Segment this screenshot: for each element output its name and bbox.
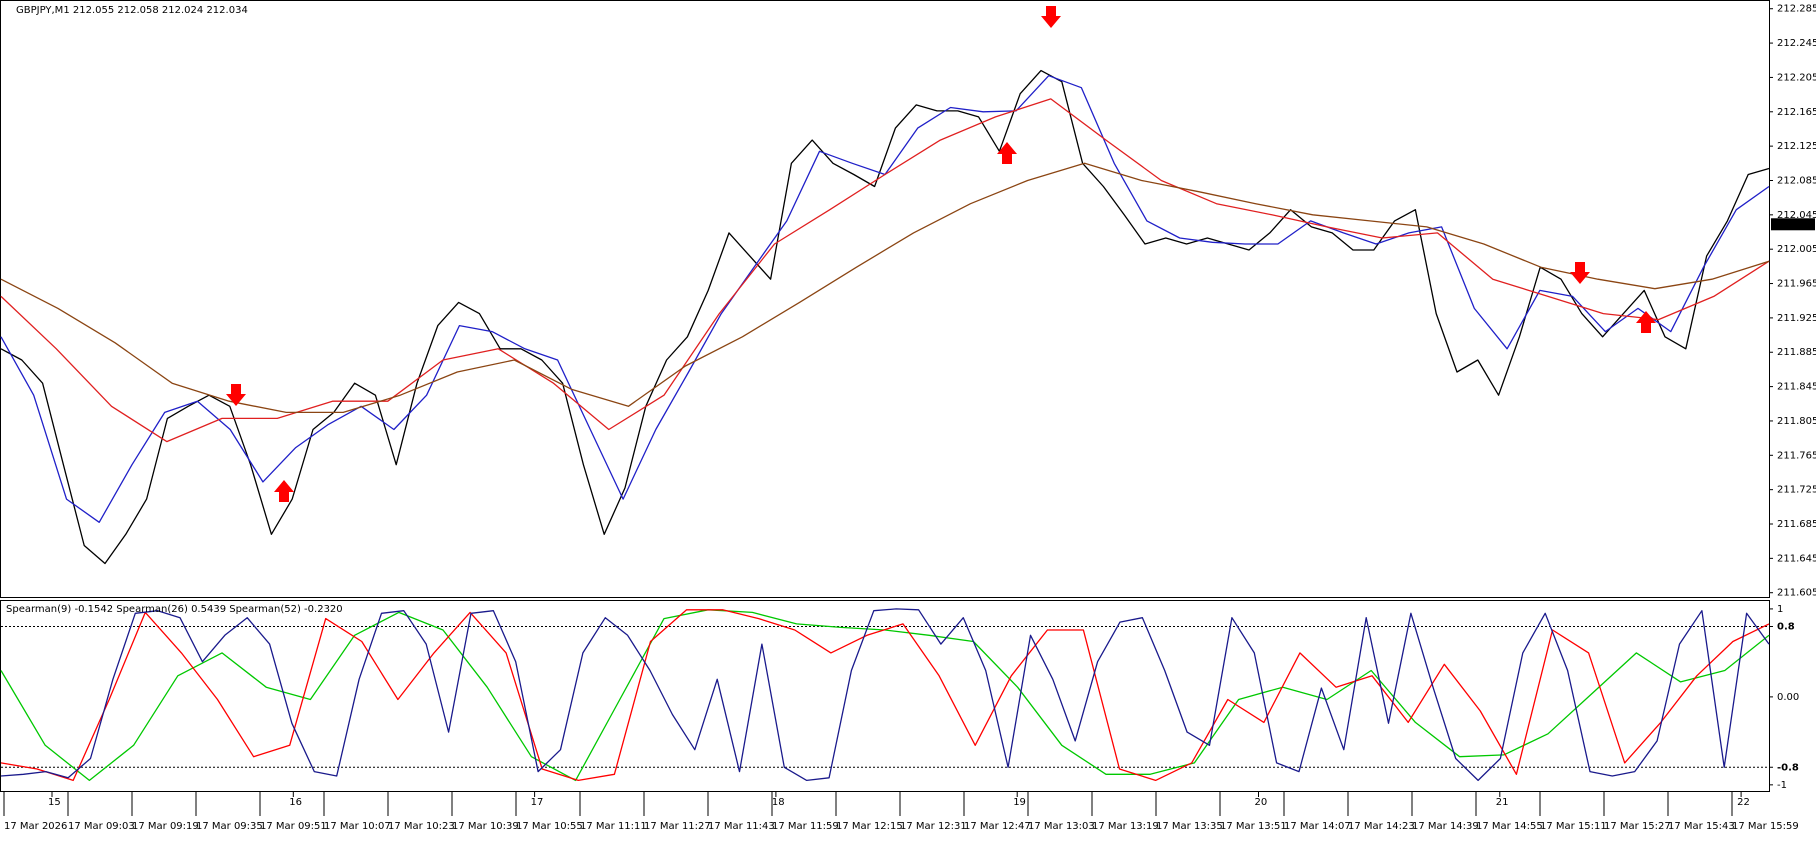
- time-label: 17 Mar 13:19: [1092, 821, 1159, 832]
- time-label: 17 Mar 10:23: [388, 821, 455, 832]
- time-label: 17 Mar 12:31: [900, 821, 967, 832]
- y-tick-label: 0.00: [1777, 692, 1799, 703]
- y-tick-label: -1: [1777, 780, 1787, 791]
- y-tick-label: 211.965: [1777, 279, 1816, 290]
- y-tick-label: 211.765: [1777, 450, 1816, 461]
- last-price-box: [1771, 218, 1815, 231]
- time-label: 17 Mar 15:11: [1540, 821, 1607, 832]
- main-panel-frame: [0, 0, 1770, 598]
- sell-arrow: [1570, 262, 1590, 284]
- y-tick-label: 211.725: [1777, 485, 1816, 496]
- y-tick-label: 211.645: [1777, 553, 1816, 564]
- day-label: 20: [1255, 797, 1268, 808]
- last-price-label: 212.034: [1774, 219, 1815, 230]
- time-label: 17 Mar 10:07: [324, 821, 391, 832]
- y-tick-label: 212.285: [1777, 4, 1816, 15]
- time-label: 17 Mar 14:07: [1284, 821, 1351, 832]
- y-tick-label: 0.8: [1777, 622, 1795, 633]
- y-tick-label: 212.125: [1777, 141, 1816, 152]
- day-label: 19: [1013, 797, 1026, 808]
- time-label: 17 Mar 13:03: [1028, 821, 1095, 832]
- time-label: 17 Mar 09:51: [260, 821, 327, 832]
- time-label: 17 Mar 11:43: [708, 821, 775, 832]
- buy-arrow: [997, 142, 1017, 164]
- time-label: 17 Mar 10:55: [516, 821, 583, 832]
- day-label: 17: [531, 797, 544, 808]
- sell-arrow: [226, 384, 246, 406]
- series-line: [0, 162, 1770, 414]
- time-label: 17 Mar 12:47: [964, 821, 1031, 832]
- time-label: 17 Mar 15:59: [1732, 821, 1799, 832]
- y-tick-label: 211.605: [1777, 588, 1816, 599]
- time-label: 17 Mar 11:11: [580, 821, 647, 832]
- day-label: 16: [289, 797, 302, 808]
- time-label: 17 Mar 11:27: [644, 821, 711, 832]
- time-label: 17 Mar 10:39: [452, 821, 519, 832]
- time-label: 17 Mar 13:35: [1156, 821, 1223, 832]
- y-tick-label: 212.245: [1777, 38, 1816, 49]
- day-label: 18: [772, 797, 785, 808]
- sub-title: Spearman(9) -0.1542 Spearman(26) 0.5439 …: [6, 604, 343, 615]
- y-tick-label: 212.045: [1777, 210, 1816, 221]
- signal-arrows: [226, 6, 1656, 502]
- time-label: 17 Mar 09:19: [132, 821, 199, 832]
- time-label: 17 Mar 12:15: [836, 821, 903, 832]
- time-label: 17 Mar 14:55: [1476, 821, 1543, 832]
- sub-panel-frame: [0, 600, 1770, 792]
- time-label: 17 Mar 2026: [4, 821, 67, 832]
- time-label: 17 Mar 11:59: [772, 821, 839, 832]
- time-label: 17 Mar 09:03: [68, 821, 135, 832]
- y-tick-label: 1: [1777, 604, 1783, 615]
- day-label: 21: [1496, 797, 1509, 808]
- y-tick-label: 211.805: [1777, 416, 1816, 427]
- time-label: 17 Mar 14:23: [1348, 821, 1415, 832]
- buy-arrow: [274, 480, 294, 502]
- day-label: 22: [1737, 797, 1750, 808]
- time-label: 17 Mar 14:39: [1412, 821, 1479, 832]
- y-tick-label: -0.8: [1777, 762, 1799, 773]
- y-tick-label: 212.005: [1777, 244, 1816, 255]
- y-tick-label: 211.845: [1777, 382, 1816, 393]
- day-label: 15: [48, 797, 61, 808]
- y-tick-label: 212.165: [1777, 107, 1816, 118]
- time-label: 17 Mar 15:43: [1668, 821, 1735, 832]
- series-line: [0, 609, 1770, 782]
- sell-arrow: [1041, 6, 1061, 28]
- buy-arrow: [1636, 311, 1656, 333]
- y-tick-label: 212.205: [1777, 72, 1816, 83]
- series-line: [0, 69, 1770, 565]
- y-tick-label: 211.925: [1777, 313, 1816, 324]
- main-title: GBPJPY,M1 212.055 212.058 212.024 212.03…: [16, 5, 248, 16]
- series-line: [0, 608, 1770, 782]
- time-label: 17 Mar 13:51: [1220, 821, 1287, 832]
- y-tick-label: 211.885: [1777, 347, 1816, 358]
- y-tick-label: 211.685: [1777, 519, 1816, 530]
- time-label: 17 Mar 09:35: [196, 821, 263, 832]
- time-label: 17 Mar 15:27: [1604, 821, 1671, 832]
- y-tick-label: 212.085: [1777, 175, 1816, 186]
